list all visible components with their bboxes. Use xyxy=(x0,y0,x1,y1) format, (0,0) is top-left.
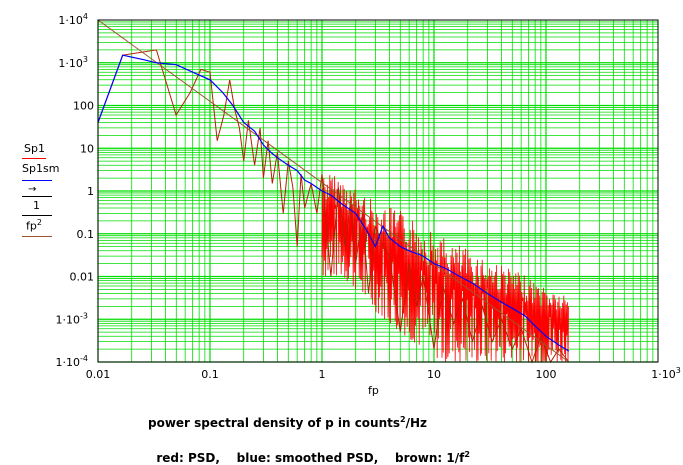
x-tick-label: 0.01 xyxy=(86,368,111,381)
y-tick-label: 1·10-4 xyxy=(56,354,88,369)
psd-noise-band xyxy=(321,175,569,363)
x-tick-label: 10 xyxy=(427,368,441,381)
tick-labels: 0.01 0.1 1 10 100 1·103 1·104 1·103 100 10 1 0.1 0.0… xyxy=(56,12,681,381)
caption-1-text: power spectral density of p in counts xyxy=(148,416,401,430)
x-tick-label: 0.1 xyxy=(201,368,219,381)
caption-line-2: red: PSD, blue: smoothed PSD, brown: 1/f… xyxy=(148,436,470,465)
legend-line-sp1sm xyxy=(22,180,52,181)
caption-line-1: power spectral density of p in counts2/H… xyxy=(148,415,427,430)
y-tick-label: 10 xyxy=(80,142,94,155)
y-tick-label: 0.1 xyxy=(77,228,95,241)
x-tick-label: 1 xyxy=(319,368,326,381)
y-tick-label: 1·103 xyxy=(58,55,88,70)
legend-fp-exp: 2 xyxy=(36,218,42,227)
caption-2-text: red: PSD, blue: smoothed PSD, brown: 1/f xyxy=(156,451,465,465)
legend-arrow-icon: → xyxy=(28,184,37,195)
x-tick-label: 1·103 xyxy=(651,366,681,381)
legend-label-sp1: Sp1 xyxy=(24,142,45,155)
legend-fp-text: fp xyxy=(26,219,37,233)
y-tick-label: 1·10-3 xyxy=(56,311,88,326)
legend-line-black xyxy=(22,196,52,197)
caption-2-exp: 2 xyxy=(464,450,470,459)
psd-line xyxy=(97,49,570,364)
smoothed-psd-line xyxy=(97,54,570,352)
legend-label-fp: fp2 xyxy=(26,218,42,233)
y-tick-label: 1·104 xyxy=(58,12,88,27)
x-axis-label: fp xyxy=(368,384,379,397)
chart-series xyxy=(97,19,570,364)
legend-line-brown xyxy=(22,236,52,237)
y-tick-label: 100 xyxy=(73,100,94,113)
x-tick-label: 100 xyxy=(536,368,557,381)
caption-1-unit: /Hz xyxy=(405,416,428,430)
inverse-square-line xyxy=(97,19,570,363)
plot-frame xyxy=(97,19,659,363)
y-tick-label: 1 xyxy=(87,185,94,198)
y-tick-label: 0.01 xyxy=(70,271,95,284)
legend-line-sp1 xyxy=(22,158,46,159)
legend-label-one: 1 xyxy=(33,199,40,212)
legend-label-sp1sm: Sp1sm xyxy=(22,162,60,175)
legend-fraction-bar xyxy=(22,215,52,216)
caption-1-exp: 2 xyxy=(400,415,406,424)
